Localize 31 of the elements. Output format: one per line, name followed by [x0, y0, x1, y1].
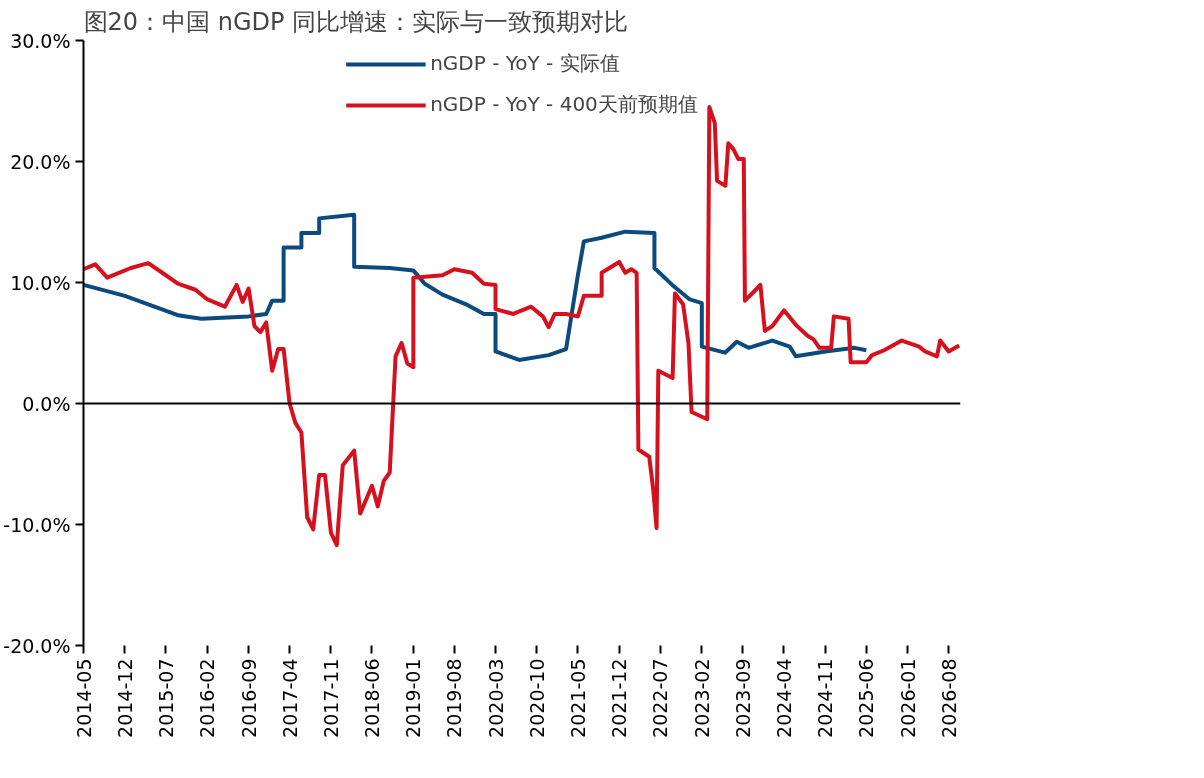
x-tick-label: 2024-04: [772, 658, 795, 738]
x-tick-label: 2017-11: [319, 658, 342, 738]
y-tick-label: 10.0%: [10, 271, 71, 294]
y-tick-label: 20.0%: [10, 150, 71, 173]
x-tick-label: 2026-01: [896, 658, 919, 738]
x-tick-label: 2015-07: [154, 658, 177, 738]
x-tick-label: 2017-04: [278, 658, 301, 738]
x-tick-label: 2023-09: [731, 658, 754, 738]
y-tick-label: 30.0%: [10, 29, 71, 52]
x-tick-label: 2016-02: [196, 658, 219, 738]
x-tick-label: 2025-06: [855, 658, 878, 738]
x-tick-label: 2014-12: [113, 658, 136, 738]
x-tick-label: 2018-06: [360, 658, 383, 738]
chart-title: 图20：中国 nGDP 同比增速：实际与一致预期对比: [83, 7, 629, 36]
x-tick-label: 2019-01: [402, 658, 425, 738]
y-tick-label: -10.0%: [3, 513, 71, 536]
x-tick-label: 2021-05: [566, 658, 589, 738]
x-tick-label: 2023-02: [690, 658, 713, 738]
legend-label: nGDP - YoY - 实际值: [430, 50, 620, 77]
x-tick-label: 2022-07: [649, 658, 672, 738]
x-tick-label: 2021-12: [608, 658, 631, 738]
x-tick-label: 2024-11: [814, 658, 837, 738]
x-tick-label: 2016-09: [237, 658, 260, 738]
x-tick-label: 2020-10: [525, 658, 548, 738]
y-tick-label: 0.0%: [22, 392, 71, 415]
x-tick-label: 2020-03: [484, 658, 507, 738]
x-tick-label: 2026-08: [937, 658, 960, 738]
x-tick-label: 2019-08: [443, 658, 466, 738]
y-tick-label: -20.0%: [3, 634, 71, 657]
x-tick-label: 2014-05: [72, 658, 95, 738]
legend-label: nGDP - YoY - 400天前预期值: [430, 91, 698, 118]
